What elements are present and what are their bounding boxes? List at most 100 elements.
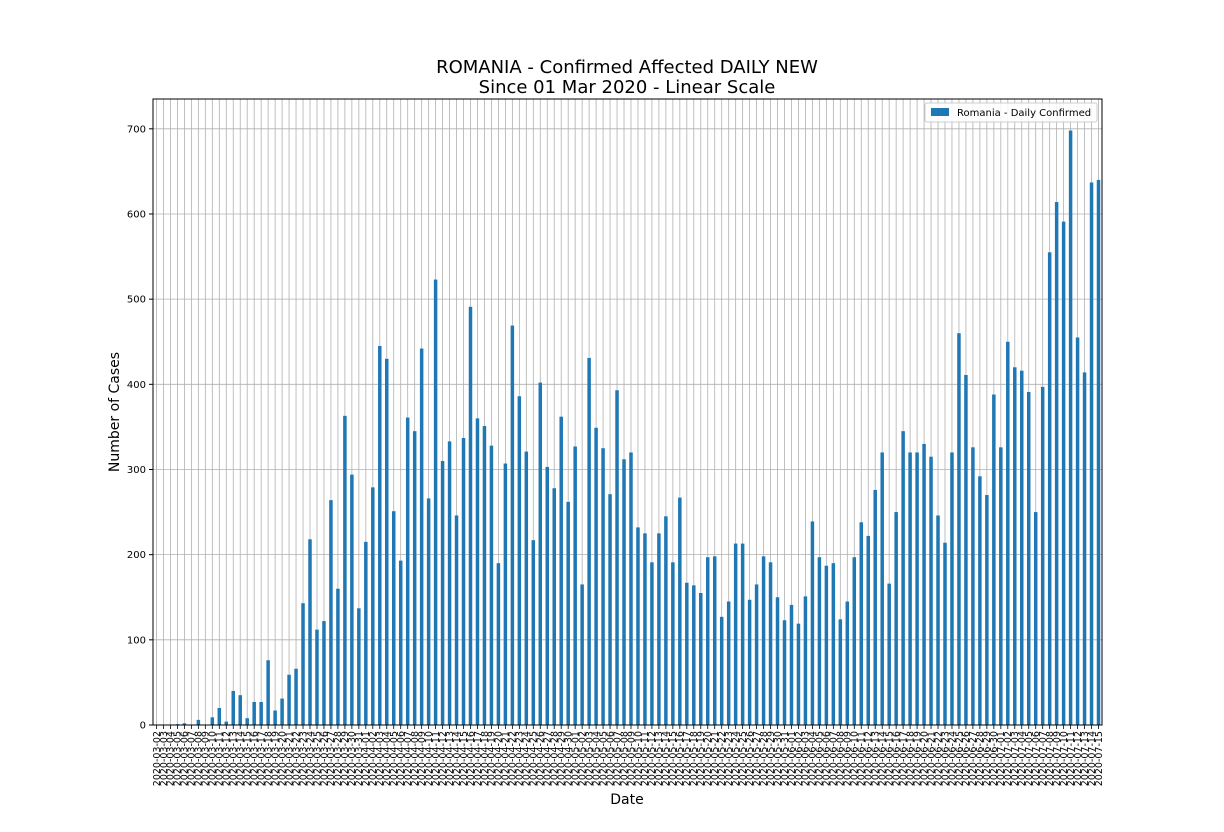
x-tick-label: 2020-04-14	[452, 731, 463, 786]
x-tick-label: 2020-06-04	[808, 731, 819, 786]
x-tick-label: 2020-05-08	[619, 731, 630, 786]
bar	[510, 325, 515, 725]
bar	[1089, 182, 1094, 725]
x-tick-label: 2020-06-23	[940, 731, 951, 786]
bar	[601, 448, 605, 725]
x-tick-label: 2020-04-13	[445, 731, 456, 786]
x-tick-label: 2020-03-07	[187, 731, 198, 786]
bar	[636, 527, 640, 725]
x-tick-label: 2020-03-15	[243, 731, 254, 786]
x-tick-label: 2020-03-09	[201, 731, 212, 786]
bar	[357, 608, 361, 725]
x-tick-label: 2020-05-22	[717, 731, 728, 786]
bar	[398, 560, 403, 725]
x-tick-label: 2020-06-05	[815, 731, 826, 786]
x-tick-label: 2020-05-23	[724, 731, 735, 786]
x-tick-label: 2020-06-14	[877, 731, 888, 786]
bar	[922, 443, 926, 725]
x-tick-label: 2020-07-15	[1094, 731, 1105, 786]
x-tick-label: 2020-05-12	[647, 731, 658, 786]
bar	[517, 396, 522, 725]
bar	[468, 306, 473, 725]
bar	[433, 279, 438, 725]
y-tick-label: 700	[127, 124, 146, 135]
bar	[692, 585, 696, 725]
bar	[224, 721, 229, 725]
x-tick-label: 2020-05-03	[584, 731, 595, 786]
x-tick-label: 2020-04-05	[389, 731, 400, 786]
bar	[587, 357, 591, 725]
bar	[440, 460, 445, 725]
bar	[929, 456, 933, 725]
x-tick-label: 2020-05-06	[605, 731, 616, 786]
bar	[238, 695, 242, 725]
y-tick-label: 0	[140, 721, 146, 732]
bar	[182, 723, 187, 725]
x-tick-label: 2020-05-14	[661, 731, 672, 786]
x-tick-label: 2020-07-14	[1087, 731, 1098, 786]
x-tick-label: 2020-05-20	[703, 731, 714, 786]
x-tick-label: 2020-06-07	[829, 731, 840, 786]
bar	[754, 584, 759, 725]
bar	[391, 511, 396, 725]
axes: 01002003004005006007002020-03-022020-03-…	[127, 98, 1105, 786]
x-tick-label: 2020-07-06	[1031, 731, 1042, 786]
bar	[454, 515, 459, 725]
bar	[726, 601, 731, 725]
bar	[761, 556, 766, 725]
bar	[231, 690, 235, 725]
bar	[315, 629, 319, 725]
x-tick-label: 2020-04-24	[522, 731, 533, 786]
x-tick-label: 2020-03-05	[173, 731, 184, 786]
bar	[294, 668, 298, 725]
x-tick-label: 2020-07-02	[1003, 731, 1014, 786]
bar	[650, 562, 654, 725]
x-tick-label: 2020-06-15	[884, 731, 895, 786]
bar	[322, 621, 326, 725]
bar	[496, 563, 501, 725]
bar	[796, 623, 801, 725]
bars	[175, 130, 1101, 725]
bar	[936, 515, 940, 725]
x-tick-label: 2020-03-03	[159, 731, 170, 786]
x-tick-label: 2020-06-30	[989, 731, 1000, 786]
x-tick-label: 2020-04-28	[550, 731, 561, 786]
legend-label: Romania - Daily Confirmed	[957, 108, 1091, 119]
bar	[866, 535, 870, 725]
bar	[1054, 202, 1059, 725]
chart-title: ROMANIA - Confirmed Affected DAILY NEW	[436, 57, 818, 78]
bar	[838, 619, 843, 725]
x-tick-label: 2020-03-12	[222, 731, 233, 786]
bar	[259, 702, 263, 725]
x-tick-label: 2020-05-25	[738, 731, 749, 786]
x-tick-label: 2020-05-01	[570, 731, 581, 786]
y-tick-label: 400	[127, 380, 146, 391]
x-tick-label: 2020-03-17	[256, 731, 267, 786]
x-tick-label: 2020-05-31	[780, 731, 791, 786]
x-tick-label: 2020-06-12	[864, 731, 875, 786]
x-tick-label: 2020-05-02	[577, 731, 588, 786]
bar	[608, 494, 612, 725]
bar	[622, 459, 626, 725]
x-tick-label: 2020-06-10	[850, 731, 861, 786]
x-tick-label: 2020-04-12	[438, 731, 449, 786]
x-tick-label: 2020-03-11	[215, 731, 226, 786]
x-tick-label: 2020-04-01	[361, 731, 372, 786]
bar	[545, 466, 549, 725]
bar	[852, 557, 857, 725]
bar	[329, 500, 333, 725]
x-tick-label: 2020-07-07	[1038, 731, 1049, 786]
x-tick-label: 2020-05-16	[675, 731, 686, 786]
y-axis-label: Number of Cases	[107, 352, 123, 472]
bar	[1033, 512, 1038, 725]
bar	[1040, 386, 1045, 725]
legend-box	[924, 102, 1098, 123]
bar	[210, 717, 215, 725]
y-tick-label: 200	[127, 550, 146, 561]
x-tick-label: 2020-04-23	[515, 731, 526, 786]
x-tick-label: 2020-04-04	[382, 731, 393, 786]
bar	[301, 603, 305, 725]
x-tick-label: 2020-05-10	[633, 731, 644, 786]
x-tick-label: 2020-06-24	[947, 731, 958, 786]
x-tick-label: 2020-03-21	[284, 731, 295, 786]
